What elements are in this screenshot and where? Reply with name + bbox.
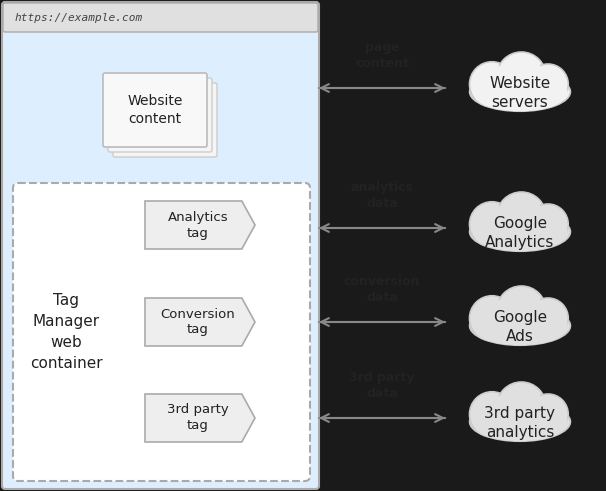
Circle shape [473, 65, 511, 104]
Circle shape [531, 67, 565, 102]
Ellipse shape [473, 308, 568, 344]
Circle shape [470, 202, 514, 247]
Circle shape [528, 394, 568, 435]
Polygon shape [145, 394, 255, 442]
Polygon shape [145, 201, 255, 249]
Text: 3rd party
tag: 3rd party tag [167, 404, 229, 433]
Ellipse shape [470, 212, 570, 251]
Circle shape [497, 192, 546, 242]
Ellipse shape [470, 72, 570, 111]
Ellipse shape [470, 306, 570, 345]
Ellipse shape [474, 80, 565, 111]
Ellipse shape [474, 220, 565, 251]
Circle shape [497, 382, 546, 432]
FancyBboxPatch shape [13, 183, 310, 481]
FancyBboxPatch shape [3, 3, 318, 32]
Text: 3rd party
analytics: 3rd party analytics [485, 406, 556, 440]
Text: Conversion
tag: Conversion tag [161, 307, 235, 336]
Text: Website
content: Website content [127, 94, 182, 126]
FancyBboxPatch shape [113, 83, 217, 157]
Ellipse shape [474, 410, 565, 441]
Circle shape [500, 385, 543, 429]
Circle shape [473, 395, 511, 434]
Ellipse shape [470, 402, 570, 441]
Circle shape [470, 296, 514, 341]
FancyBboxPatch shape [2, 2, 319, 489]
Circle shape [528, 204, 568, 245]
Circle shape [500, 55, 543, 99]
Circle shape [531, 207, 565, 242]
Text: conversion
data: conversion data [344, 275, 420, 304]
FancyBboxPatch shape [103, 73, 207, 147]
Text: https://example.com: https://example.com [15, 12, 143, 23]
Ellipse shape [474, 314, 565, 345]
Circle shape [500, 195, 543, 239]
Ellipse shape [473, 214, 568, 250]
Polygon shape [145, 298, 255, 346]
Text: Tag
Manager
web
container: Tag Manager web container [30, 293, 102, 371]
Circle shape [473, 205, 511, 244]
FancyBboxPatch shape [108, 78, 212, 152]
Text: Google
Ads: Google Ads [493, 310, 547, 344]
Ellipse shape [473, 404, 568, 440]
Text: 3rd party
data: 3rd party data [349, 371, 415, 400]
Text: Google
Analytics: Google Analytics [485, 216, 554, 250]
Circle shape [500, 289, 543, 332]
Circle shape [531, 397, 565, 432]
Circle shape [497, 286, 546, 335]
Text: page
content: page content [355, 41, 409, 70]
Circle shape [470, 392, 514, 437]
Circle shape [528, 298, 568, 338]
Text: analytics
data: analytics data [350, 181, 413, 210]
Circle shape [531, 301, 565, 335]
Circle shape [497, 52, 546, 102]
Ellipse shape [473, 74, 568, 110]
Text: Analytics
tag: Analytics tag [168, 211, 228, 240]
Circle shape [473, 299, 511, 338]
Circle shape [470, 62, 514, 107]
Circle shape [528, 64, 568, 105]
Text: Website
servers: Website servers [490, 76, 551, 110]
